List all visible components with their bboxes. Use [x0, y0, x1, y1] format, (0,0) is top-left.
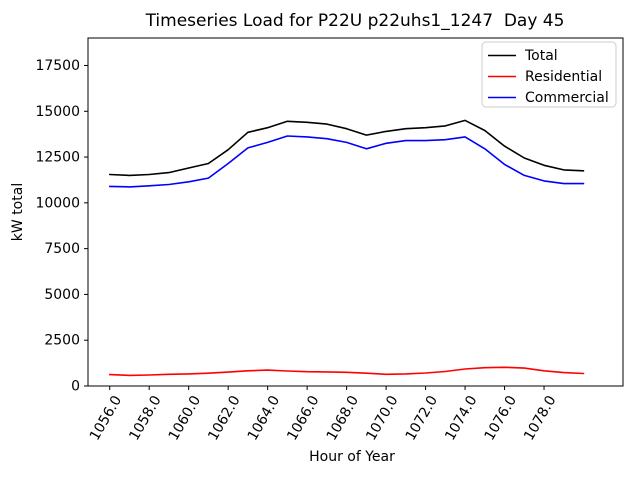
- x-tick-label: 1062.0: [205, 393, 243, 443]
- series-lines: [108, 119, 585, 377]
- x-tick-label: 1078.0: [521, 393, 559, 443]
- x-axis-ticks: 1056.0 1058.0 1060.0 1062.0 1064.0 1066.0 1068…: [87, 386, 559, 443]
- y-axis-ticks: 0 2500 5000 7500 10000 12500 15000 17500: [35, 58, 88, 395]
- x-tick-label: 1072.0: [403, 393, 441, 443]
- y-tick-label: 5000: [44, 287, 80, 303]
- series-line-residential: [108, 366, 585, 377]
- legend-label-total: Total: [524, 48, 558, 64]
- y-tick-label: 10000: [35, 195, 80, 211]
- x-tick-label: 1074.0: [442, 393, 480, 443]
- x-tick-label: 1070.0: [363, 393, 401, 443]
- x-tick-label: 1056.0: [87, 393, 125, 443]
- x-tick-label: 1076.0: [482, 393, 520, 443]
- legend-entry-residential: Residential: [488, 69, 602, 85]
- y-tick-label: 12500: [35, 150, 80, 166]
- x-axis-label: Hour of Year: [309, 449, 395, 465]
- y-tick-label: 2500: [44, 333, 80, 349]
- legend-entry-commercial: Commercial: [488, 90, 609, 106]
- plot-frame: [87, 37, 624, 387]
- series-line-total: [108, 119, 585, 177]
- legend-label-commercial: Commercial: [525, 90, 609, 106]
- y-tick-label: 7500: [44, 241, 80, 257]
- y-tick-label: 0: [71, 379, 80, 395]
- series-line-commercial: [108, 135, 585, 188]
- x-tick-label: 1060.0: [166, 393, 204, 443]
- legend-entry-total: Total: [488, 48, 558, 64]
- y-axis-label: kW total: [10, 183, 26, 241]
- x-tick-label: 1068.0: [324, 393, 362, 443]
- x-tick-label: 1066.0: [284, 393, 322, 443]
- legend-label-residential: Residential: [525, 69, 602, 85]
- x-tick-label: 1064.0: [245, 393, 283, 443]
- legend: Total Residential Commercial: [481, 41, 617, 108]
- x-tick-label: 1058.0: [126, 393, 164, 443]
- chart-title: Timeseries Load for P22U p22uhs1_1247 Da…: [145, 11, 565, 31]
- y-tick-label: 15000: [35, 104, 80, 120]
- y-tick-label: 17500: [35, 58, 80, 74]
- legend-box: [481, 41, 617, 108]
